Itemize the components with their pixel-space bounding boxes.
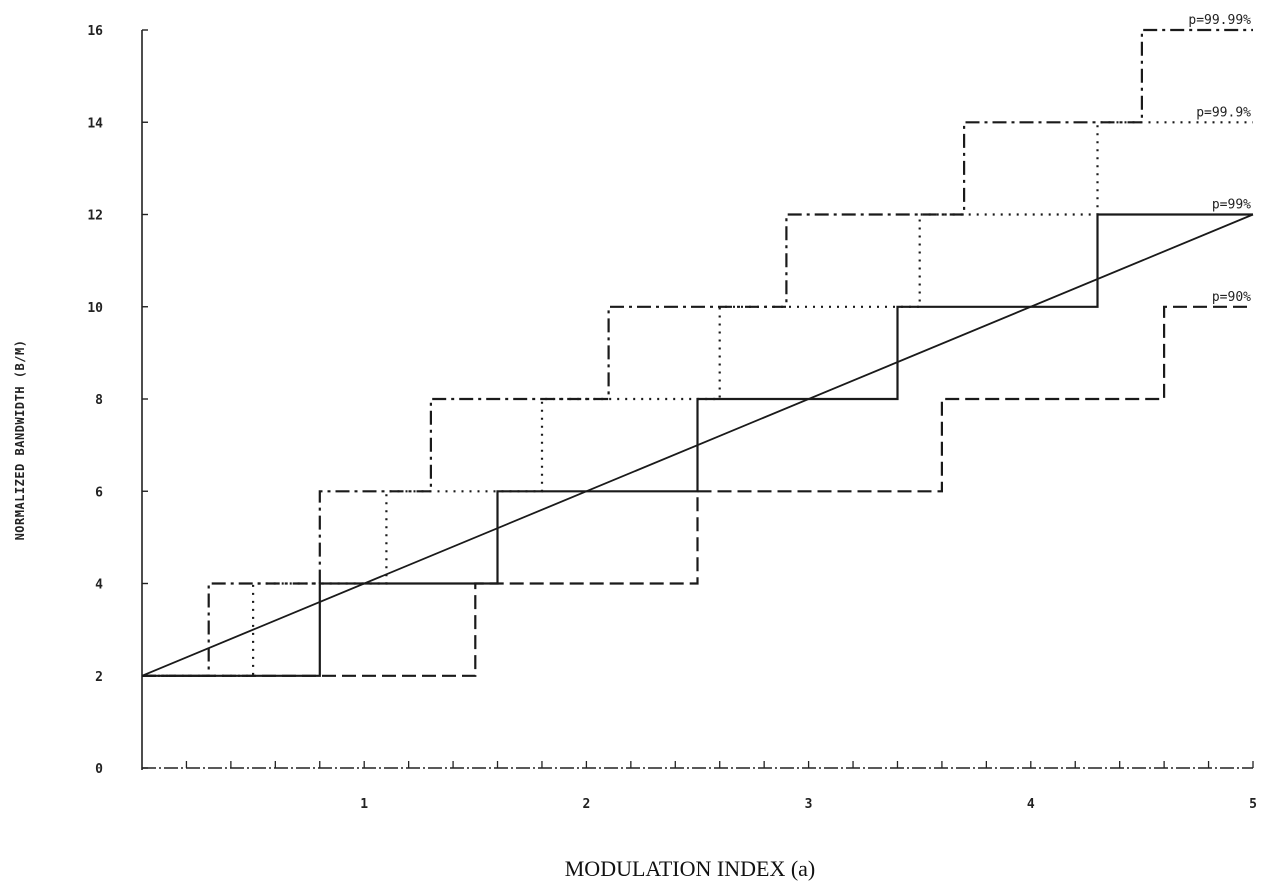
y-axis-title: NORMALIZED BANDWIDTH (B/M): [13, 340, 27, 541]
y-tick-label: 4: [95, 578, 103, 593]
x-tick-label: 4: [1027, 797, 1035, 812]
series-lines: [141, 28, 1254, 677]
y-tick-label: 14: [87, 116, 103, 131]
series-linear-reference: [141, 213, 1254, 677]
x-tick-label: 1: [360, 797, 368, 812]
y-tick-label: 12: [87, 209, 103, 224]
y-tick-label: 16: [87, 24, 103, 39]
series-label: p=99.99%: [1188, 13, 1251, 28]
y-tick-label: 8: [95, 393, 103, 408]
y-tick-label: 6: [95, 485, 103, 500]
y-tick-label: 10: [87, 301, 103, 316]
series-labels: p=90% p=99% p=99.9% p=99.99%: [1188, 13, 1251, 305]
y-tick-label: 2: [95, 670, 103, 685]
series-label: p=90%: [1212, 290, 1251, 305]
series-label: p=99%: [1212, 198, 1251, 213]
x-tick-label: 2: [582, 797, 590, 812]
x-axis-title: MODULATION INDEX (a): [565, 856, 816, 881]
x-tick-label: 5: [1249, 797, 1257, 812]
axes: [141, 30, 1253, 770]
series-p-90: [142, 305, 1253, 677]
series-label: p=99.9%: [1196, 105, 1251, 120]
y-tick-label: 0: [95, 762, 103, 777]
x-tick-label: 3: [805, 797, 813, 812]
series-p-99-99: [142, 28, 1253, 677]
